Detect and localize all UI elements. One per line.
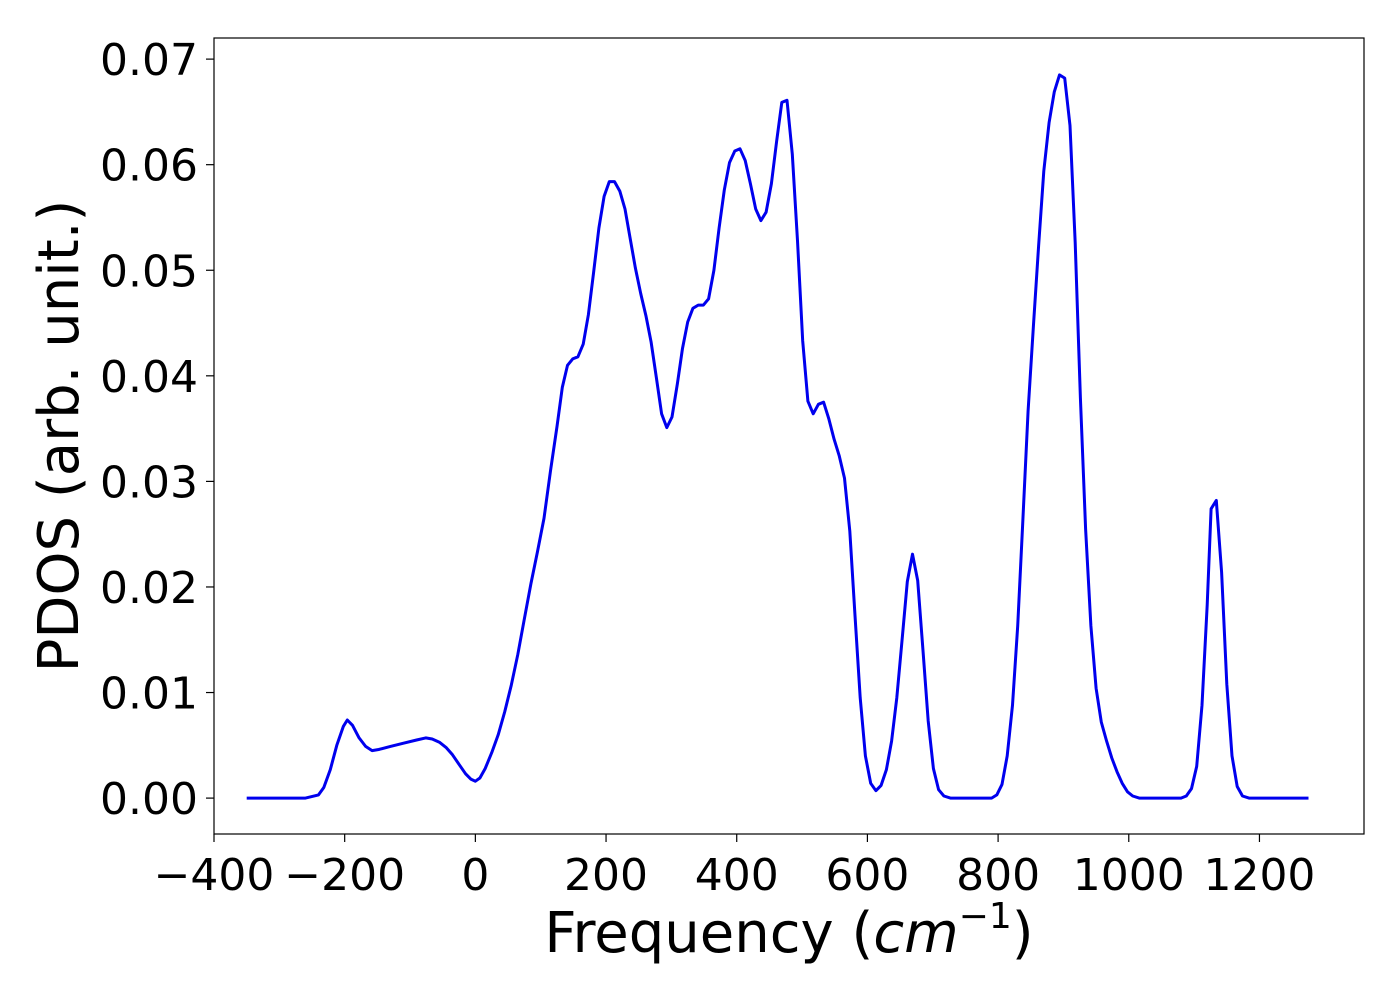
y-axis-label: PDOS (arb. unit.) <box>27 200 92 673</box>
x-axis-label-close: ) <box>1012 901 1034 966</box>
pdos-series-line <box>246 73 1309 800</box>
x-tick-label: −400 <box>154 850 275 901</box>
x-tick-label: 800 <box>956 850 1040 901</box>
x-tick-label: 400 <box>695 850 779 901</box>
y-tick-label: 0.05 <box>100 246 198 297</box>
plot-frame <box>213 37 1365 835</box>
y-tick-label: 0.02 <box>100 563 198 614</box>
y-tick-label: 0.03 <box>100 457 198 508</box>
y-axis-ticks: 0.00 0.01 0.02 0.03 0.04 0.05 0.06 0.07 <box>100 35 214 825</box>
x-axis-label-text: Frequency (cm <box>544 901 958 966</box>
y-tick-label: 0.07 <box>100 35 198 86</box>
x-axis-ticks: −400 −200 0 200 400 600 800 1000 1200 <box>154 834 1315 901</box>
y-tick-label: 0.06 <box>100 141 198 192</box>
x-tick-label: −200 <box>284 850 405 901</box>
x-axis-label-unit: cm <box>873 901 958 966</box>
x-tick-label: 1200 <box>1203 850 1315 901</box>
x-tick-label: 200 <box>564 850 648 901</box>
x-tick-label: 600 <box>825 850 909 901</box>
x-tick-label: 1000 <box>1073 850 1185 901</box>
y-tick-label: 0.04 <box>100 352 198 403</box>
x-axis-label-sup: −1 <box>959 896 1012 937</box>
x-tick-label: 0 <box>461 850 489 901</box>
y-tick-label: 0.00 <box>100 774 198 825</box>
x-axis-label: Frequency (cm−1) <box>544 896 1033 966</box>
data-layer <box>246 73 1309 800</box>
y-tick-label: 0.01 <box>100 669 198 720</box>
